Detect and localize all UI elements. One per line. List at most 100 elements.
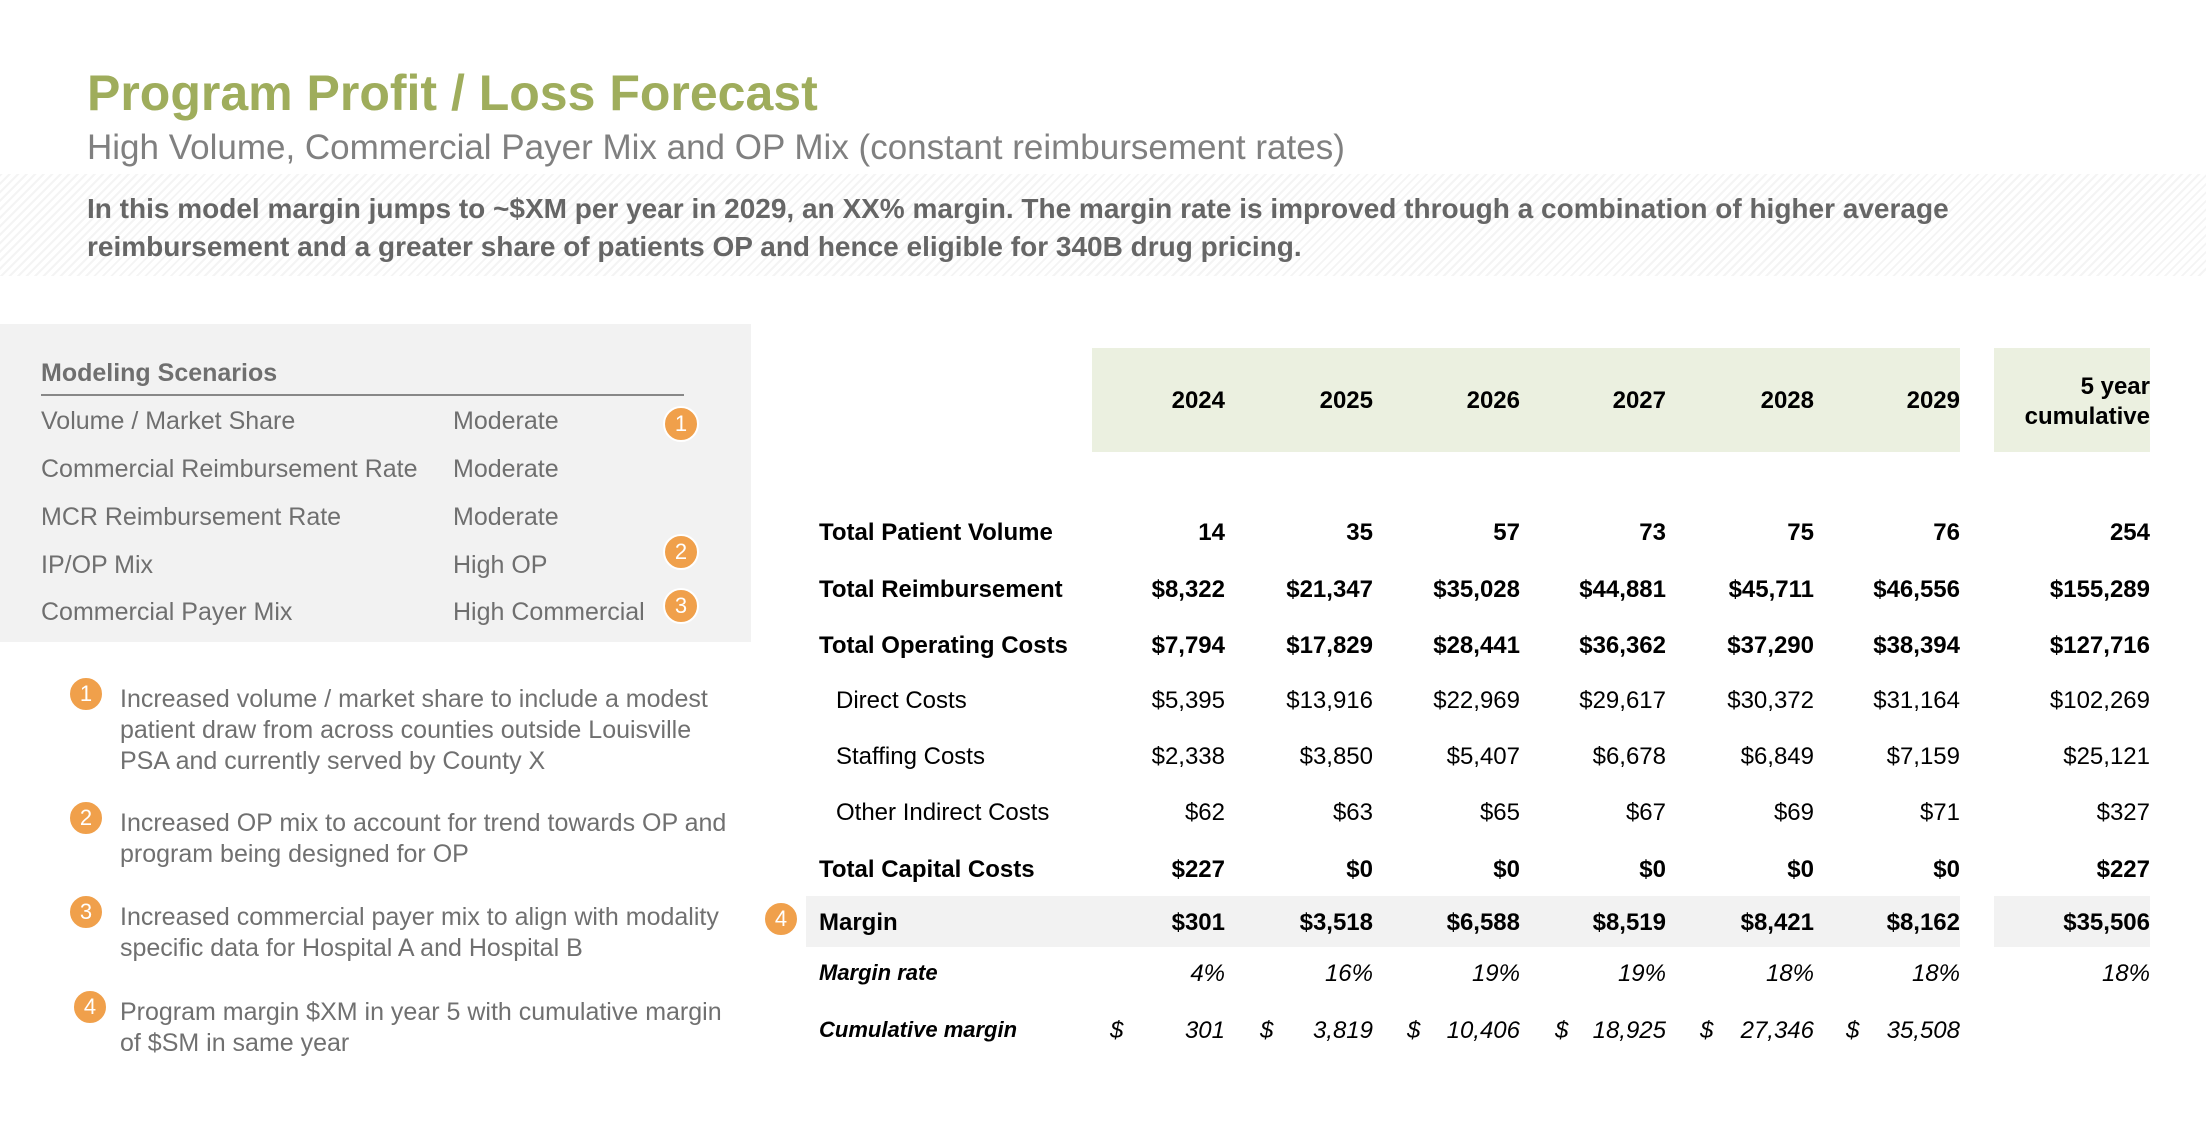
scenario-heading: Modeling Scenarios (41, 359, 278, 387)
cell: 16% (1324, 960, 1373, 987)
cell: 18,925 (1592, 1017, 1666, 1044)
cell: 76 (1933, 519, 1960, 546)
row-label: Total Operating Costs (819, 632, 1068, 659)
badge: 4 (72, 989, 108, 1025)
column-header: 2024 (1171, 387, 1225, 414)
badge: 3 (68, 894, 104, 930)
cell: $0 (1346, 856, 1373, 883)
cell: $38,394 (1873, 632, 1960, 659)
header-band (1994, 348, 2150, 452)
scenario-value: Moderate (453, 407, 559, 435)
cell: $65 (1479, 799, 1520, 826)
cell: $31,164 (1873, 687, 1960, 714)
cell: 4% (1190, 960, 1225, 987)
cell: 254 (2109, 519, 2150, 546)
cell: $6,849 (1740, 743, 1814, 770)
column-header: 2026 (1466, 387, 1520, 414)
note-text: Increased OP mix to account for trend to… (120, 809, 727, 868)
cell: $6,678 (1592, 743, 1666, 770)
cell: $13,916 (1286, 687, 1373, 714)
scenario-value: High OP (453, 551, 548, 579)
cell: $127,716 (2049, 632, 2150, 659)
row-label: Total Patient Volume (819, 519, 1053, 546)
cell: $3,518 (1299, 909, 1373, 936)
badge: 3 (663, 588, 699, 624)
cell: $62 (1184, 799, 1225, 826)
column-header: 5 year cumulative (2024, 373, 2150, 430)
subtitle: High Volume, Commercial Payer Mix and OP… (87, 128, 1345, 167)
column-header: 2027 (1612, 387, 1666, 414)
row-label: Staffing Costs (836, 743, 985, 770)
cell: 75 (1787, 519, 1814, 546)
note-text: Increased volume / market share to inclu… (120, 685, 708, 775)
title: Program Profit / Loss Forecast (87, 65, 818, 121)
cell: $8,421 (1740, 909, 1814, 936)
currency: $ (1700, 1017, 1714, 1044)
cell: $29,617 (1579, 687, 1666, 714)
cell: $0 (1933, 856, 1960, 883)
cell: 18% (1911, 960, 1960, 987)
cell: 10,406 (1446, 1017, 1520, 1044)
note-text: Increased commercial payer mix to align … (120, 903, 719, 962)
badge: 1 (663, 406, 699, 442)
scenario-value: Moderate (453, 455, 559, 483)
cell: 301 (1184, 1017, 1225, 1044)
cell: 14 (1198, 519, 1225, 546)
scenario-label: IP/OP Mix (41, 551, 154, 579)
column-header: 2028 (1760, 387, 1814, 414)
cell: 19% (1471, 960, 1520, 987)
cell: 73 (1639, 519, 1666, 546)
margin-band (1994, 896, 2150, 947)
heading-rule (41, 394, 684, 396)
cell: $5,395 (1151, 687, 1225, 714)
row-label: Margin (819, 909, 898, 936)
scenario-value: High Commercial (453, 598, 645, 626)
badge: 2 (68, 800, 104, 836)
row-label: Total Capital Costs (819, 856, 1035, 883)
cell: 18% (2101, 960, 2150, 987)
cell: $35,506 (2063, 909, 2150, 936)
currency: $ (1260, 1017, 1274, 1044)
cell: $0 (1787, 856, 1814, 883)
cell: $67 (1625, 799, 1666, 826)
cell: $45,711 (1728, 576, 1814, 603)
cell: $3,850 (1299, 743, 1373, 770)
row-label: Total Reimbursement (819, 576, 1063, 603)
cell: $7,159 (1886, 743, 1960, 770)
cell: $0 (1639, 856, 1666, 883)
cell: $21,347 (1286, 576, 1373, 603)
cell: $227 (2096, 856, 2150, 883)
cell: $63 (1332, 799, 1373, 826)
cell: $36,362 (1579, 632, 1666, 659)
cell: $0 (1493, 856, 1520, 883)
badge: 4 (763, 901, 799, 937)
cell: 35 (1346, 519, 1373, 546)
scenario-label: Volume / Market Share (41, 407, 296, 435)
cell: $37,290 (1727, 632, 1814, 659)
cell: $69 (1773, 799, 1814, 826)
cell: 3,819 (1312, 1017, 1373, 1044)
header-band (1092, 348, 1960, 452)
cell: 19% (1617, 960, 1666, 987)
column-header: 2029 (1906, 387, 1960, 414)
cell: 18% (1765, 960, 1814, 987)
cell: $155,289 (2049, 576, 2150, 603)
scenario-value: Moderate (453, 503, 559, 531)
cell: $7,794 (1151, 632, 1225, 659)
scenario-box (0, 324, 751, 642)
row-label: Direct Costs (836, 687, 967, 714)
currency: $ (1846, 1017, 1860, 1044)
scenario-label: MCR Reimbursement Rate (41, 503, 342, 531)
scenario-label: Commercial Reimbursement Rate (41, 455, 418, 483)
cell: $25,121 (2063, 743, 2150, 770)
cell: $6,588 (1446, 909, 1520, 936)
cell: $71 (1919, 799, 1960, 826)
note-text: Program margin $XM in year 5 with cumula… (120, 998, 722, 1057)
summary: In this model margin jumps to ~$XM per y… (87, 193, 1949, 262)
currency: $ (1555, 1017, 1569, 1044)
badge: 1 (68, 676, 104, 712)
cell: $5,407 (1446, 743, 1520, 770)
column-header: 2025 (1319, 387, 1373, 414)
cell: $227 (1171, 856, 1225, 883)
